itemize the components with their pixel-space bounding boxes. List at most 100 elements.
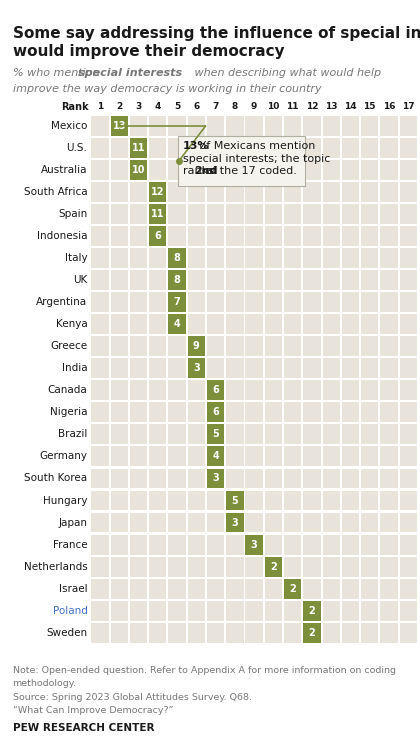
FancyBboxPatch shape — [245, 226, 263, 246]
FancyBboxPatch shape — [130, 491, 147, 511]
FancyBboxPatch shape — [188, 491, 205, 511]
FancyBboxPatch shape — [110, 314, 128, 334]
FancyBboxPatch shape — [265, 115, 282, 135]
Text: Some say addressing the influence of special interests: Some say addressing the influence of spe… — [13, 26, 420, 41]
FancyBboxPatch shape — [284, 226, 301, 246]
FancyBboxPatch shape — [130, 623, 147, 643]
FancyBboxPatch shape — [323, 513, 340, 533]
FancyBboxPatch shape — [342, 556, 359, 576]
FancyBboxPatch shape — [303, 204, 320, 223]
FancyBboxPatch shape — [91, 468, 109, 488]
FancyBboxPatch shape — [168, 160, 186, 180]
FancyBboxPatch shape — [361, 160, 378, 180]
FancyBboxPatch shape — [284, 535, 301, 554]
Text: % who mention: % who mention — [13, 68, 102, 78]
FancyBboxPatch shape — [149, 270, 166, 290]
FancyBboxPatch shape — [226, 292, 244, 312]
FancyBboxPatch shape — [91, 446, 109, 466]
FancyBboxPatch shape — [361, 314, 378, 334]
FancyBboxPatch shape — [361, 358, 378, 378]
Text: 10: 10 — [132, 165, 145, 175]
FancyBboxPatch shape — [188, 403, 205, 423]
Text: 2nd: 2nd — [194, 166, 218, 175]
Text: PEW RESEARCH CENTER: PEW RESEARCH CENTER — [13, 723, 154, 733]
FancyBboxPatch shape — [130, 138, 147, 158]
FancyBboxPatch shape — [188, 336, 205, 356]
FancyBboxPatch shape — [361, 491, 378, 511]
FancyBboxPatch shape — [245, 601, 263, 621]
FancyBboxPatch shape — [188, 446, 205, 466]
FancyBboxPatch shape — [91, 403, 109, 423]
Text: ranks: ranks — [183, 166, 217, 175]
Text: 9: 9 — [251, 102, 257, 111]
Text: 11: 11 — [286, 102, 299, 111]
FancyBboxPatch shape — [188, 248, 205, 268]
FancyBboxPatch shape — [149, 358, 166, 378]
Text: 2: 2 — [116, 102, 122, 111]
FancyBboxPatch shape — [381, 182, 398, 202]
FancyBboxPatch shape — [342, 358, 359, 378]
FancyBboxPatch shape — [323, 403, 340, 423]
FancyBboxPatch shape — [381, 292, 398, 312]
Text: Israel: Israel — [59, 584, 87, 593]
FancyBboxPatch shape — [207, 491, 224, 511]
FancyBboxPatch shape — [399, 358, 417, 378]
Text: 5: 5 — [231, 496, 238, 505]
FancyBboxPatch shape — [110, 535, 128, 554]
Text: 17: 17 — [402, 102, 415, 111]
FancyBboxPatch shape — [130, 601, 147, 621]
FancyBboxPatch shape — [342, 160, 359, 180]
Text: Kenya: Kenya — [56, 319, 87, 329]
FancyBboxPatch shape — [91, 115, 109, 135]
FancyBboxPatch shape — [284, 270, 301, 290]
Text: 4: 4 — [173, 319, 181, 329]
FancyBboxPatch shape — [110, 601, 128, 621]
FancyBboxPatch shape — [110, 138, 128, 158]
FancyBboxPatch shape — [245, 446, 263, 466]
FancyBboxPatch shape — [245, 182, 263, 202]
FancyBboxPatch shape — [342, 601, 359, 621]
FancyBboxPatch shape — [399, 336, 417, 356]
FancyBboxPatch shape — [130, 468, 147, 488]
FancyBboxPatch shape — [110, 226, 128, 246]
FancyBboxPatch shape — [110, 491, 128, 511]
FancyBboxPatch shape — [110, 182, 128, 202]
FancyBboxPatch shape — [130, 579, 147, 599]
FancyBboxPatch shape — [168, 182, 186, 202]
FancyBboxPatch shape — [110, 556, 128, 576]
FancyBboxPatch shape — [342, 336, 359, 356]
FancyBboxPatch shape — [399, 491, 417, 511]
FancyBboxPatch shape — [265, 601, 282, 621]
FancyBboxPatch shape — [226, 535, 244, 554]
FancyBboxPatch shape — [303, 446, 320, 466]
Text: 14: 14 — [344, 102, 357, 111]
FancyBboxPatch shape — [399, 115, 417, 135]
FancyBboxPatch shape — [342, 446, 359, 466]
Text: 13%: 13% — [183, 141, 209, 152]
FancyBboxPatch shape — [323, 446, 340, 466]
FancyBboxPatch shape — [149, 138, 166, 158]
FancyBboxPatch shape — [149, 314, 166, 334]
FancyBboxPatch shape — [149, 468, 166, 488]
FancyBboxPatch shape — [265, 468, 282, 488]
FancyBboxPatch shape — [265, 138, 282, 158]
FancyBboxPatch shape — [178, 135, 305, 186]
FancyBboxPatch shape — [303, 138, 320, 158]
Text: special interests; the topic: special interests; the topic — [183, 154, 330, 164]
FancyBboxPatch shape — [381, 138, 398, 158]
FancyBboxPatch shape — [323, 601, 340, 621]
FancyBboxPatch shape — [284, 623, 301, 643]
FancyBboxPatch shape — [149, 403, 166, 423]
FancyBboxPatch shape — [245, 204, 263, 223]
Text: Canada: Canada — [47, 386, 87, 395]
FancyBboxPatch shape — [245, 336, 263, 356]
Text: South Korea: South Korea — [24, 474, 87, 483]
FancyBboxPatch shape — [188, 292, 205, 312]
FancyBboxPatch shape — [323, 623, 340, 643]
FancyBboxPatch shape — [207, 380, 224, 400]
Text: Spain: Spain — [58, 209, 87, 219]
FancyBboxPatch shape — [207, 358, 224, 378]
FancyBboxPatch shape — [188, 314, 205, 334]
FancyBboxPatch shape — [245, 292, 263, 312]
FancyBboxPatch shape — [284, 115, 301, 135]
